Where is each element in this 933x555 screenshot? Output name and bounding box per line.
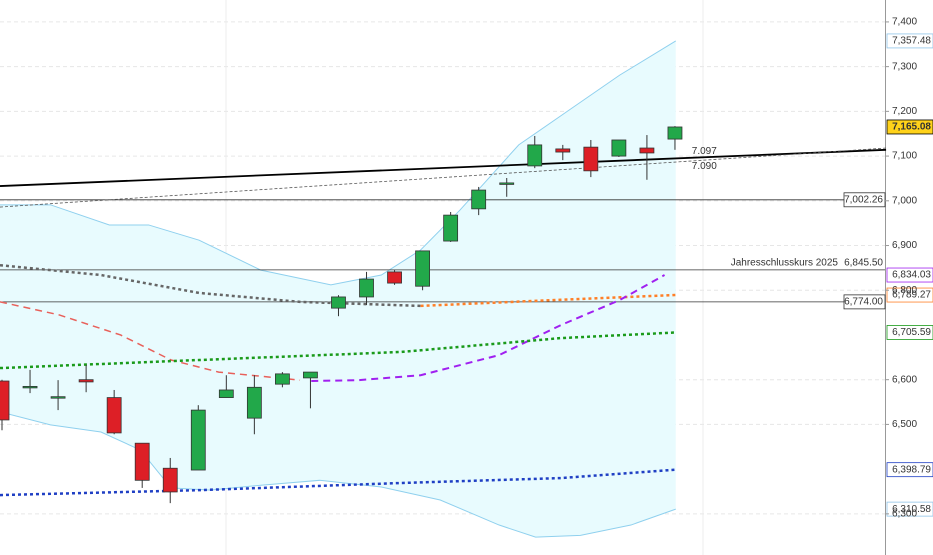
y-tick-label: 6,600: [892, 374, 917, 385]
candle-body: [50, 396, 66, 399]
indicator-line: [0, 331, 676, 370]
indicator-line: [0, 301, 301, 381]
reference-label: 6,845.50: [844, 258, 883, 269]
axis-tag-label: 7,357.48: [892, 36, 931, 47]
band-fill: [0, 40, 676, 538]
axis-tag-label: 7,165.08: [892, 122, 931, 133]
reference-text: Jahresschlusskurs 2025: [731, 258, 839, 269]
candle-body: [22, 385, 38, 389]
candle-body: [611, 139, 627, 157]
indicator-line: [0, 148, 887, 187]
y-tick-label: 7,000: [892, 195, 917, 206]
y-tick-label: 6,900: [892, 240, 917, 251]
axis-tag-box: [886, 119, 933, 135]
candle-body: [415, 250, 431, 287]
band-lower: [0, 411, 676, 538]
line-label: 7.097: [692, 146, 717, 157]
candle-body: [134, 442, 150, 481]
axis-tag-box: [886, 325, 933, 340]
candles: [0, 126, 683, 504]
candle-body: [359, 278, 374, 298]
indicator-line: [0, 147, 887, 208]
candle-body: [274, 373, 290, 385]
labels: 7,002.26 Jahresschlusskurs 2025 6,845.50 6,…: [692, 33, 933, 517]
axis-tag-box: [886, 462, 933, 478]
candle-body: [555, 148, 571, 153]
y-tick-label: 6,500: [892, 419, 917, 430]
reference-label: 7,002.26: [844, 194, 883, 205]
axis-tag-label: 6,398.79: [892, 464, 931, 475]
candle-body: [583, 146, 599, 172]
axis-tag-label: 6,310.58: [892, 504, 931, 515]
band-upper: [0, 40, 677, 286]
axis-tag-label: 6,705.59: [892, 327, 931, 338]
candle-body: [387, 271, 402, 284]
lines: [0, 147, 887, 497]
axis-tag-label: 6,789.27: [892, 290, 931, 301]
y-tick-label: 7,300: [892, 61, 917, 72]
candle-body: [471, 189, 487, 210]
candle-body: [527, 144, 543, 167]
candle-body: [78, 379, 94, 383]
y-tick-label: 6,300: [892, 508, 917, 519]
line-label: 7.090: [692, 161, 717, 172]
band: [0, 40, 677, 538]
candle-body: [106, 397, 122, 434]
reference-box: [843, 192, 886, 208]
indicator-line: [0, 468, 676, 497]
candle-body: [218, 389, 234, 398]
candle-body: [190, 409, 206, 471]
y-tick-label: 7,100: [892, 151, 917, 162]
reference-label: 6,774.00: [844, 297, 883, 308]
indicator-line: [420, 293, 676, 308]
candle-body: [162, 467, 178, 493]
axis-tag-box: [886, 33, 933, 49]
axis-tag-box: [886, 287, 933, 303]
candle-body: [667, 126, 683, 140]
candle-body: [639, 147, 655, 154]
axis-tag-box: [886, 501, 933, 517]
candle-body: [246, 386, 262, 419]
candle-body: [0, 380, 10, 421]
candle-body: [499, 182, 515, 185]
y-tick-label: 6,800: [892, 285, 917, 296]
candle-body: [443, 214, 459, 242]
candle-body: [303, 371, 318, 379]
candle-body: [331, 296, 346, 309]
reference-box: [843, 294, 886, 310]
y-tick-label: 7,200: [892, 106, 917, 117]
axis-tag-box: [886, 267, 933, 283]
axis-tag-label: 6,834.03: [892, 270, 931, 281]
y-tick-label: 7,400: [892, 17, 917, 28]
